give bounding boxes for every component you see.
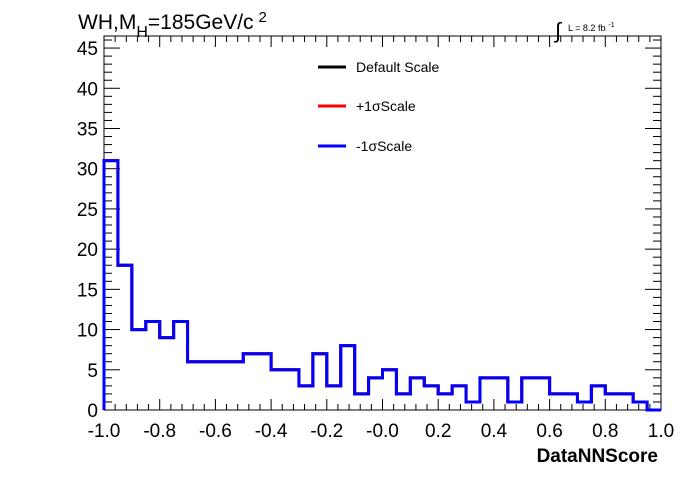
legend-label-0: Default Scale	[356, 59, 439, 75]
x-tick-label: 0.8	[592, 421, 618, 442]
x-axis-title: DataNNScore	[537, 446, 658, 467]
x-tick-label: -0.8	[143, 421, 176, 442]
title-subscript: H	[136, 24, 148, 41]
x-tick-label: -0.2	[310, 421, 343, 442]
x-tick-label: 0.2	[425, 421, 451, 442]
y-tick-label: 30	[77, 160, 98, 181]
x-tick-label: -0.6	[199, 421, 232, 442]
legend: Default Scale +1σScale -1σScale	[318, 59, 439, 154]
series-line-2	[102, 159, 661, 412]
integral-icon: ∫	[553, 18, 563, 43]
x-tick-label: 0.4	[481, 421, 508, 442]
y-tick-label: 5	[87, 361, 98, 382]
y-tick-label: 0	[87, 401, 98, 422]
luminosity-label: L = 8.2 fb -1	[568, 22, 615, 33]
x-tick-label: -1.0	[88, 421, 121, 442]
chart-title: WH,MH=185GeV/c 2	[78, 9, 267, 41]
x-tick-label: 1.0	[648, 421, 674, 442]
title-rest: =185GeV/c	[148, 11, 254, 34]
title-superscript: 2	[259, 9, 267, 26]
luminosity-main: L = 8.2 fb	[568, 23, 605, 33]
legend-label-1: +1σScale	[356, 98, 416, 114]
axes: 0 5 10 15 20 25 30 35 40 45 -1.0 -0.8 -0.6 -0.4 -0.2 -0…	[77, 35, 674, 442]
title-main: WH,M	[78, 11, 136, 34]
y-tick-label: 15	[77, 280, 98, 301]
series-lines	[102, 159, 661, 412]
x-tick-label: -0.0	[366, 421, 399, 442]
y-tick-label: 35	[77, 119, 98, 140]
y-tick-label: 45	[77, 39, 98, 60]
y-tick-label: 40	[77, 79, 98, 100]
y-tick-label: 25	[77, 200, 98, 221]
luminosity-superscript: -1	[608, 22, 614, 29]
legend-label-2: -1σScale	[356, 138, 412, 154]
y-tick-label: 10	[77, 321, 98, 342]
x-tick-label: -0.4	[255, 421, 288, 442]
x-tick-label: 0.6	[536, 421, 562, 442]
y-tick-label: 20	[77, 240, 98, 261]
